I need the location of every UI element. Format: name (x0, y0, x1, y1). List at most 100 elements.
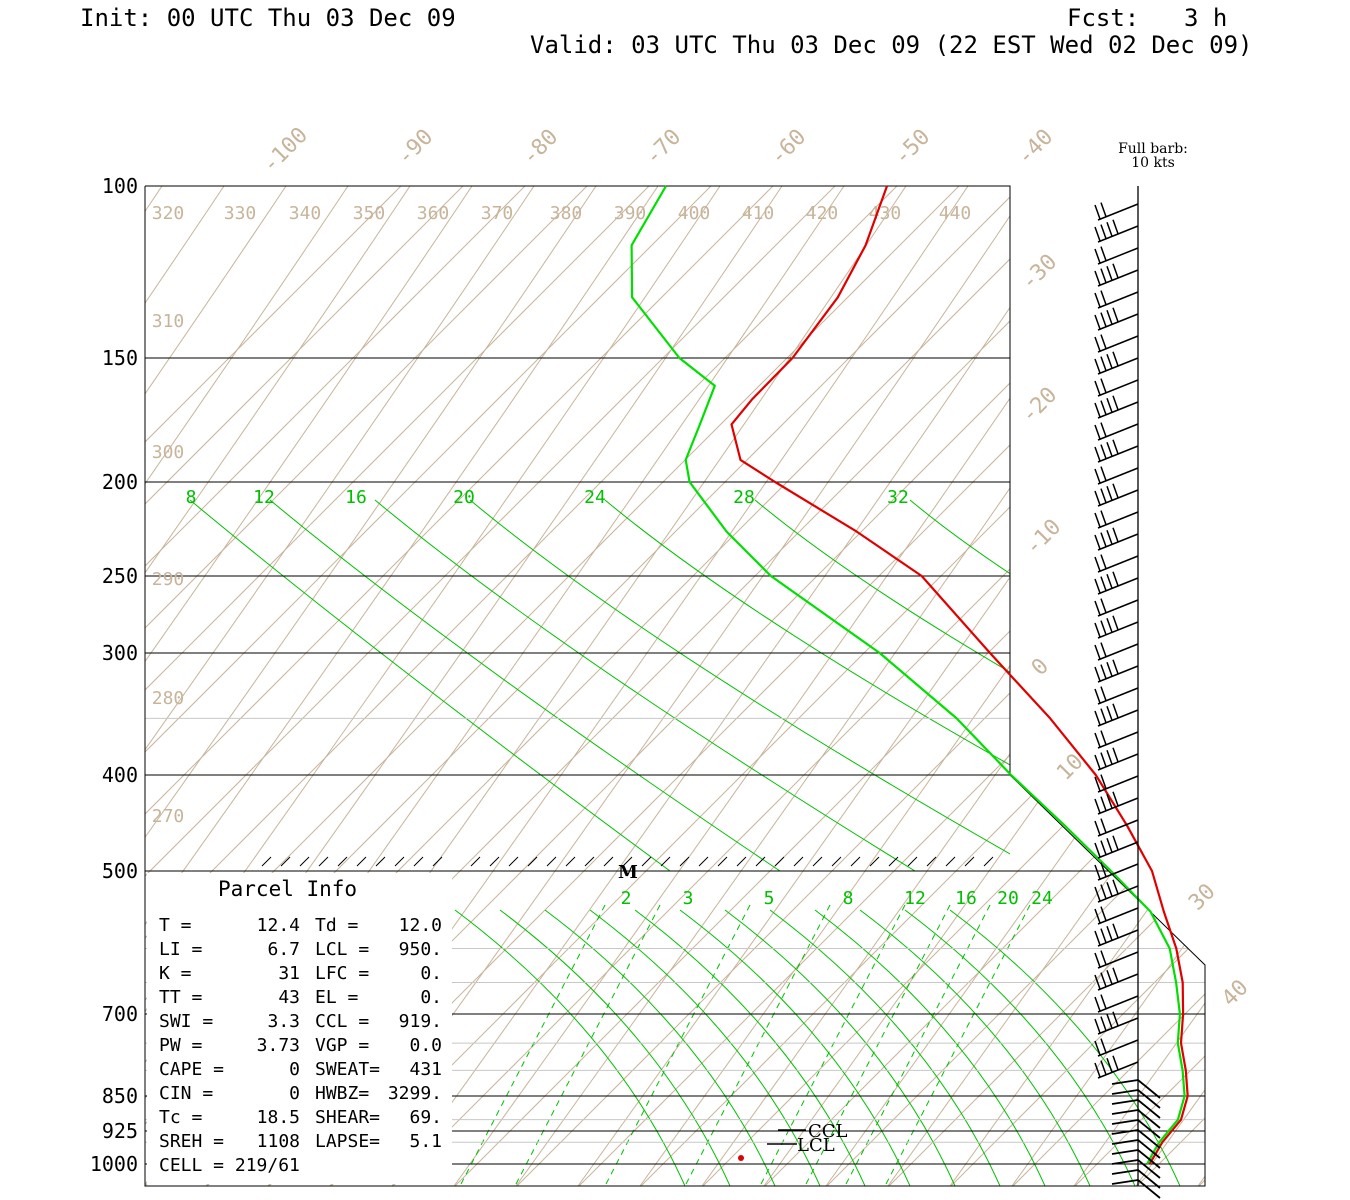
barb-feather (1112, 351, 1119, 367)
temperature-label: -20 (1017, 383, 1063, 429)
barb-shaft (1097, 665, 1139, 683)
barb-feather (1094, 314, 1101, 330)
barb-feather (1106, 221, 1113, 237)
wind-barb (1094, 571, 1139, 595)
barb-feather (1094, 336, 1101, 352)
wind-barb (1094, 527, 1139, 551)
barb-feather (1111, 1169, 1139, 1175)
barb-feather (1100, 730, 1107, 745)
temperature-label: -100 (258, 123, 313, 178)
barb-feather (1100, 950, 1107, 965)
hatch-mark (603, 856, 614, 867)
barb-shaft (1137, 1099, 1161, 1119)
mixing-ratio-line (684, 904, 831, 1186)
wind-barb (1111, 1169, 1161, 1189)
barb-feather (1112, 1055, 1119, 1071)
mixing-ratio-line (604, 904, 751, 1186)
hatch-mark (793, 856, 804, 867)
barb-feather (1112, 527, 1119, 543)
mixing-ratio-label: 28 (733, 487, 755, 508)
hatch-mark (299, 856, 310, 867)
wind-barb (1094, 263, 1139, 287)
barb-feather (1100, 312, 1107, 327)
mixing-ratio-line (759, 904, 906, 1186)
wind-barb (1094, 659, 1139, 683)
barb-shaft (1097, 555, 1139, 573)
barb-feather (1112, 263, 1119, 279)
barb-feather (1100, 994, 1107, 1009)
barb-feather (1100, 752, 1107, 767)
parcel-field-value: 3299. (388, 1083, 442, 1104)
pressure-label: 1000 (90, 1152, 138, 1176)
barb-shaft (1097, 269, 1139, 287)
barb-feather (1100, 686, 1107, 701)
isotherm-line (1198, 186, 1205, 1186)
barb-feather (1112, 1011, 1119, 1027)
moist-adiabat-line (604, 499, 1010, 766)
isotherm-line (578, 186, 1205, 1186)
hatch-mark (546, 856, 557, 867)
pressure-labels: 100 150 200 250 300 400 500 700 850 925 1000 (90, 174, 138, 1176)
barb-shaft (1137, 1089, 1161, 1109)
barb-feather (1106, 529, 1113, 545)
wind-barb (1094, 395, 1139, 419)
surface-parcel-marker (738, 1155, 744, 1161)
dry-adiabat-line (453, 186, 1155, 1186)
barb-feather (1111, 1089, 1139, 1095)
pressure-label: 300 (102, 641, 138, 665)
dry-adiabat-line (145, 186, 411, 1186)
parcel-field-value: 31 (278, 963, 300, 984)
wind-barb (1111, 1119, 1161, 1139)
isotherm-line (145, 186, 566, 1186)
parcel-field-value: 0 (289, 1059, 300, 1080)
dewpoint-profile (630, 185, 1186, 1165)
mixing-ratio-line (459, 904, 606, 1186)
hatch-mark (812, 856, 823, 867)
barb-shaft (1097, 621, 1139, 639)
mixing-ratio-label: 20 (453, 487, 475, 508)
barb-feather (1100, 224, 1107, 239)
wind-barb (1094, 510, 1139, 529)
barb-feather (1111, 1139, 1139, 1145)
isotherm-line (145, 186, 876, 1186)
barb-feather (1106, 441, 1113, 457)
hatch-mark (926, 856, 937, 867)
isotherm-line (1261, 146, 1350, 1186)
barb-feather (1112, 659, 1119, 675)
barb-shaft (1137, 1119, 1161, 1139)
barb-shaft (1097, 643, 1139, 661)
barb-feather (1112, 703, 1119, 719)
barb-shaft (1097, 379, 1139, 397)
parcel-field-label: LFC = (315, 963, 369, 984)
barb-feather (1100, 928, 1107, 943)
parcel-field-label: CCL = (315, 1011, 369, 1032)
theta-label: 310 (152, 311, 185, 332)
moist-adiabat-line (469, 499, 1010, 855)
hatch-mark (660, 856, 671, 867)
barb-feather (1100, 884, 1107, 899)
dry-adiabat-line (0, 186, 100, 1186)
barb-feather (1112, 791, 1119, 807)
barb-feather (1094, 1018, 1101, 1034)
barb-feather (1094, 226, 1101, 242)
barb-feather (1094, 380, 1101, 396)
barb-shaft (1137, 1159, 1161, 1179)
parcel-field-label: SWI = (159, 1011, 213, 1032)
barb-legend-title: Full barb: (1118, 141, 1188, 157)
parcel-field-value: 0 (289, 1083, 300, 1104)
isotherm-line (764, 186, 1205, 1186)
parcel-field-value: 5.1 (409, 1131, 442, 1152)
barb-feather (1094, 534, 1101, 550)
barb-feather (1100, 1038, 1107, 1053)
barb-feather (1094, 732, 1101, 748)
pressure-label: 850 (102, 1084, 138, 1108)
parcel-field-value: 0.0 (409, 1035, 442, 1056)
barb-feather (1106, 705, 1113, 721)
isotherm-line (392, 186, 1205, 1186)
wind-barb (1094, 703, 1139, 727)
temperature-label: -50 (890, 125, 936, 171)
mixing-ratio-label: 5 (764, 888, 775, 909)
dry-adiabat-line (949, 186, 1205, 1186)
barb-feather (1094, 1062, 1101, 1078)
moist-adiabat-line (724, 909, 956, 1186)
